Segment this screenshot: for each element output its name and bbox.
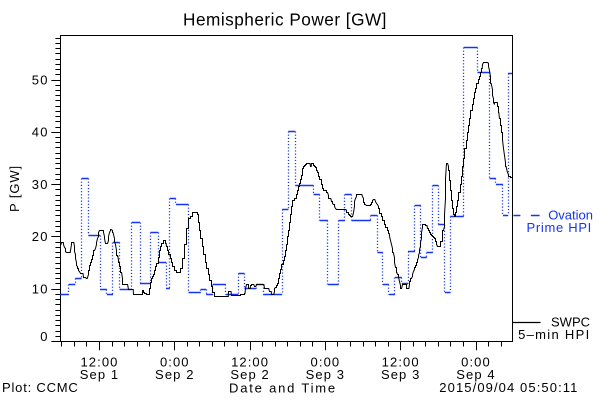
svg-text:Sep 2: Sep 2 [230,367,269,382]
svg-text:0:00: 0:00 [311,355,341,370]
svg-text:Sep 3: Sep 3 [381,367,420,382]
svg-text:Sep 1: Sep 1 [80,367,119,382]
svg-text:0:00: 0:00 [160,355,190,370]
svg-text:2015/09/04 05:50:11: 2015/09/04 05:50:11 [439,380,578,395]
svg-text:30: 30 [32,177,49,192]
svg-text:50: 50 [32,72,49,87]
svg-text:40: 40 [32,125,49,140]
svg-text:P [GW]: P [GW] [7,165,22,212]
svg-text:0: 0 [40,329,49,344]
svg-text:20: 20 [32,229,49,244]
svg-text:Prime HPI: Prime HPI [526,220,592,235]
svg-text:Sep 4: Sep 4 [456,367,495,382]
svg-text:12:00: 12:00 [382,355,420,370]
svg-text:12:00: 12:00 [80,355,118,370]
svg-text:10: 10 [32,282,49,297]
svg-text:Date and Time: Date and Time [229,381,337,396]
svg-text:SWPC: SWPC [551,315,590,330]
svg-text:Sep 3: Sep 3 [306,367,345,382]
svg-text:Plot: CCMC: Plot: CCMC [2,380,79,395]
svg-text:Sep 2: Sep 2 [155,367,194,382]
svg-text:0:00: 0:00 [461,355,491,370]
svg-text:5–min HPI: 5–min HPI [518,327,590,342]
svg-text:12:00: 12:00 [231,355,269,370]
svg-text:Ovation: Ovation [548,208,593,223]
svg-text:Hemispheric Power [GW]: Hemispheric Power [GW] [183,9,387,29]
